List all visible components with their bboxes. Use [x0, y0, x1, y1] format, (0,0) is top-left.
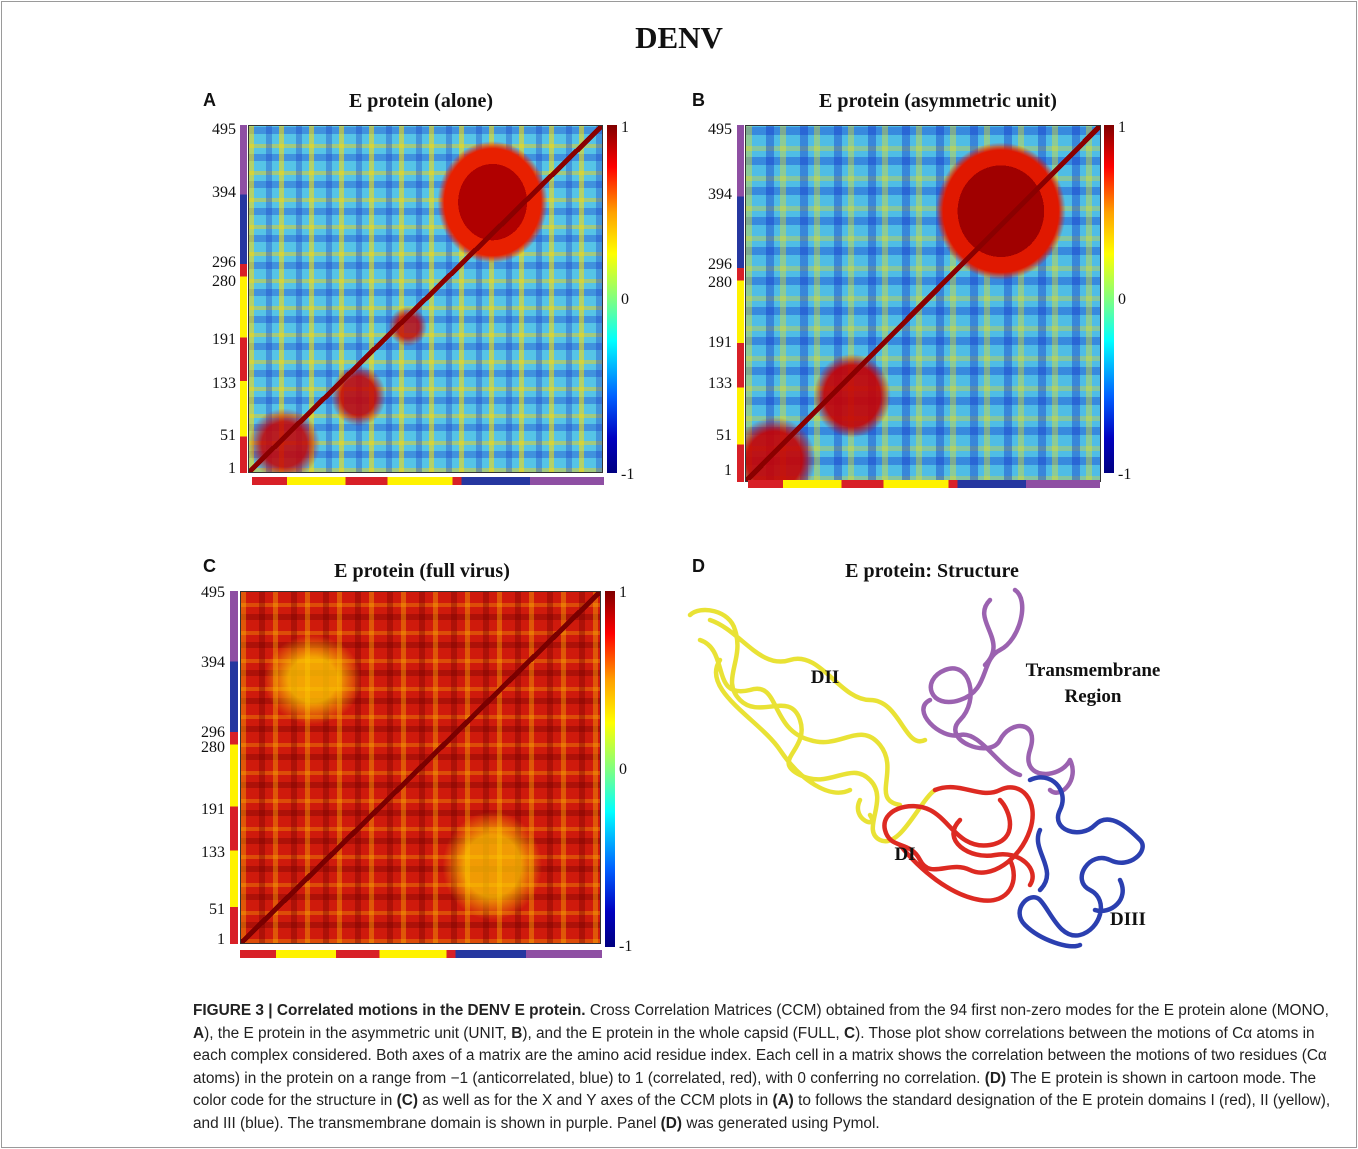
y-tick-label: 51 — [716, 427, 732, 444]
y-tick-label: 191 — [201, 801, 225, 818]
caption-run: ), the E protein in the asymmetric unit … — [204, 1024, 512, 1042]
caption-run: was generated using Pymol. — [682, 1114, 880, 1132]
caption-run: C — [843, 1024, 856, 1042]
domain-bar-x — [748, 480, 1100, 488]
caption-run: as well as for the X and Y axes of the C… — [417, 1092, 773, 1110]
figure-title: DENV — [635, 20, 723, 55]
y-tick-label: 1 — [724, 462, 732, 479]
domain-bar-x — [252, 477, 604, 485]
colorbar-label: 1 — [621, 119, 629, 136]
colorbar — [1104, 125, 1114, 473]
colorbar-label: -1 — [619, 938, 633, 955]
y-tick-label: 133 — [212, 375, 236, 392]
domain-bar-y — [737, 125, 744, 482]
caption-run: (D) — [660, 1114, 683, 1132]
caption-run: (C) — [396, 1092, 418, 1110]
panel-letter: B — [692, 90, 705, 110]
structure-label: Transmembrane — [1025, 660, 1161, 681]
y-tick-label: 280 — [708, 274, 732, 291]
caption-run: (D) — [984, 1069, 1007, 1087]
y-tick-label: 1 — [228, 460, 236, 477]
y-tick-label: 51 — [220, 427, 236, 444]
caption-run: Cross Correlation Matrices (CCM) obtaine… — [585, 1002, 1329, 1019]
caption-run: FIGURE 3 | Correlated motions in the DEN… — [193, 1002, 586, 1019]
panel-letter: D — [692, 556, 705, 576]
y-tick-label: 296 — [212, 254, 236, 271]
caption-run: to follows the standard designation of t… — [193, 1092, 1331, 1132]
y-tick-label: 280 — [201, 739, 225, 756]
y-tick-label: 51 — [209, 901, 225, 918]
caption: FIGURE 3 | Correlated motions in the DEN… — [193, 1000, 1343, 1136]
structure-label: DII — [810, 667, 840, 688]
panel-title: E protein (asymmetric unit) — [819, 90, 1057, 112]
panel-letter: C — [203, 556, 216, 576]
y-tick-label: 394 — [212, 184, 236, 201]
panel-letter: A — [203, 90, 216, 110]
y-tick-label: 394 — [201, 654, 225, 671]
y-tick-label: 495 — [212, 121, 236, 138]
caption-run: ). Those plot show correlations between … — [193, 1024, 1327, 1087]
structure-label: DIII — [1110, 909, 1146, 930]
y-tick-label: 495 — [201, 584, 225, 601]
colorbar-label: 0 — [1118, 291, 1126, 308]
y-tick-label: 280 — [212, 273, 236, 290]
structure-label: DI — [894, 844, 916, 865]
caption-run: B — [511, 1024, 523, 1042]
heatmap — [745, 125, 1101, 482]
structure-label: Region — [1064, 686, 1122, 707]
domain-bar-y — [240, 125, 247, 473]
colorbar — [605, 591, 615, 947]
heatmap — [248, 125, 603, 473]
y-tick-label: 1 — [217, 931, 225, 948]
colorbar-label: 1 — [619, 584, 627, 601]
domain-bar-x — [240, 950, 602, 958]
y-tick-label: 133 — [201, 844, 225, 861]
y-tick-label: 296 — [201, 724, 225, 741]
y-tick-label: 394 — [708, 186, 732, 203]
colorbar — [607, 125, 617, 473]
caption-run: ), and the E protein in the whole capsid… — [522, 1024, 844, 1042]
caption-run: (A) — [772, 1092, 794, 1110]
colorbar-label: 0 — [619, 761, 627, 778]
y-tick-label: 191 — [212, 331, 236, 348]
y-tick-label: 133 — [708, 375, 732, 392]
colorbar-label: 1 — [1118, 119, 1126, 136]
y-tick-label: 191 — [708, 334, 732, 351]
caption-run: The E protein is shown in cartoon mode. … — [193, 1069, 1317, 1110]
colorbar-label: -1 — [1118, 466, 1132, 483]
panel-title: E protein (alone) — [348, 90, 494, 112]
y-tick-label: 495 — [708, 121, 732, 138]
colorbar-label: 0 — [621, 291, 629, 308]
domain-bar-y — [230, 591, 238, 944]
caption-run: A — [193, 1024, 205, 1042]
y-tick-label: 296 — [708, 256, 732, 273]
heatmap — [240, 591, 601, 944]
panel-title: E protein: Structure — [845, 560, 1019, 582]
colorbar-label: -1 — [621, 466, 635, 483]
panel-title: E protein (full virus) — [334, 560, 510, 582]
